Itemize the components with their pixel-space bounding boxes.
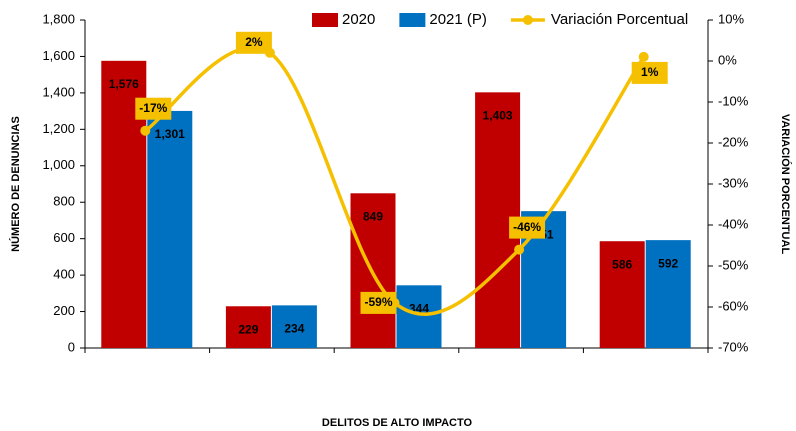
point-value-label: 2%	[245, 35, 263, 49]
bar-value-label: 229	[238, 322, 258, 336]
bar-value-label: 1,576	[109, 77, 139, 91]
legend-swatch	[399, 13, 426, 27]
point-label-box	[135, 97, 172, 120]
bar-value-label: 592	[658, 256, 678, 270]
y2-axis-title: VARIACIÓN PORCENTUAL	[779, 114, 792, 255]
y-tick-label: 1,400	[42, 84, 75, 99]
bar	[147, 110, 193, 348]
y-tick-label: 600	[53, 230, 75, 245]
bar-value-label: 849	[363, 209, 383, 223]
y2-tick-label: -70%	[718, 339, 749, 354]
y-tick-label: 400	[53, 267, 75, 282]
bar-value-label: 1,403	[483, 109, 513, 123]
y2-tick-label: -60%	[718, 298, 749, 313]
bar	[396, 285, 442, 348]
y2-tick-label: -10%	[718, 93, 749, 108]
legend-marker	[522, 15, 533, 25]
legend-label: 2020	[342, 11, 375, 28]
y-axis-title: NÚMERO DE DENUNCIAS	[9, 116, 22, 252]
y-tick-label: 1,600	[42, 48, 75, 63]
point-label-box	[631, 61, 668, 84]
y2-tick-label: 0%	[718, 52, 737, 67]
line-point	[638, 51, 649, 62]
x-axis-title: DELITOS DE ALTO IMPACTO	[322, 417, 473, 429]
point-label-box	[509, 216, 546, 239]
bar-value-label: 1,301	[155, 127, 185, 141]
y-tick-label: 1,200	[42, 121, 75, 136]
y2-tick-label: -20%	[718, 134, 749, 149]
bar	[271, 305, 317, 348]
point-label-box	[235, 31, 272, 54]
line-point	[514, 244, 525, 255]
y-tick-label: 800	[53, 194, 75, 209]
line-point	[140, 125, 151, 136]
y-tick-label: 1,800	[42, 11, 75, 26]
bar-value-label: 586	[612, 257, 632, 271]
legend-swatch	[312, 13, 338, 27]
bar	[645, 240, 691, 348]
legend-label: 2021 (P)	[429, 11, 487, 28]
point-value-label: -17%	[139, 101, 167, 115]
bar	[225, 306, 271, 348]
y2-tick-label: -50%	[718, 257, 749, 272]
legend-label: Variación Porcentual	[551, 11, 688, 28]
y2-tick-label: 10%	[718, 11, 744, 26]
bar-value-label: 234	[284, 322, 304, 336]
y2-tick-label: -40%	[718, 216, 749, 231]
y-tick-label: 0	[68, 339, 75, 354]
point-value-label: -46%	[513, 220, 541, 234]
point-value-label: -59%	[364, 295, 392, 309]
point-label-box	[360, 291, 397, 314]
y-tick-label: 200	[53, 303, 75, 318]
point-value-label: 1%	[641, 65, 659, 79]
y-tick-label: 1,000	[42, 157, 75, 172]
bar	[599, 241, 645, 348]
y2-tick-label: -30%	[718, 175, 749, 190]
